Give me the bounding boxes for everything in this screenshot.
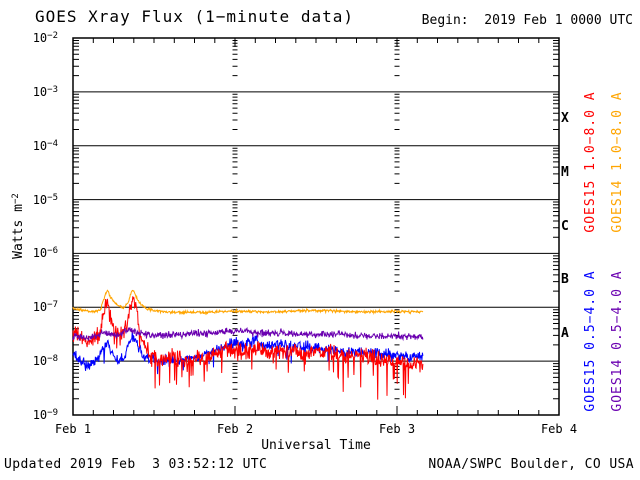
day-gridline-ladders — [232, 40, 400, 400]
x-tick-label: Feb 1 — [54, 422, 92, 436]
y-tick-label: 10−3 — [32, 84, 58, 99]
flux-class-letter-m: M — [561, 164, 569, 180]
y-tick-label: 10−8 — [32, 354, 58, 369]
flux-class-letter-x: X — [561, 110, 569, 126]
y-tick-label: 10−5 — [32, 192, 58, 207]
legend-goes15-short-channel: GOES15 0.5−4.0 A — [583, 270, 598, 412]
data-source: NOAA/SWPC Boulder, CO USA — [428, 457, 634, 472]
plot-border — [72, 37, 560, 416]
flux-line-goes15-1-0-8-0-a — [72, 296, 424, 400]
y-tick-label: 10−2 — [32, 31, 58, 45]
chart-title: GOES Xray Flux (1−minute data) — [35, 7, 354, 26]
x-ticks — [92, 38, 540, 415]
flux-class-letter-c: C — [561, 218, 569, 234]
x-tick-label: Feb 3 — [378, 422, 416, 436]
y-tick-label: 10−7 — [32, 300, 58, 315]
y-tick-label: 10−4 — [32, 138, 58, 153]
x-tick-label: Feb 2 — [216, 422, 254, 436]
legend-goes14-short-channel: GOES14 0.5−4.0 A — [610, 270, 625, 412]
y-tick-label: 10−6 — [32, 246, 58, 261]
updated-timestamp: Updated 2019 Feb 3 03:52:12 UTC — [4, 457, 268, 472]
y-minor-ticks — [73, 40, 559, 400]
begin-timestamp: Begin: 2019 Feb 1 0000 UTC — [421, 13, 633, 28]
flux-class-letter-b: B — [561, 272, 569, 288]
flux-line-goes14-1-0-8-0-a — [72, 289, 424, 316]
decade-gridlines — [73, 91, 559, 362]
flux-class-letter-a: A — [561, 326, 569, 342]
flux-line-goes14-0-5-4-0-a — [72, 326, 424, 342]
y-tick-label: 10−9 — [32, 408, 58, 422]
x-tick-label: Feb 4 — [540, 422, 578, 436]
x-axis-title: Universal Time — [261, 438, 371, 453]
